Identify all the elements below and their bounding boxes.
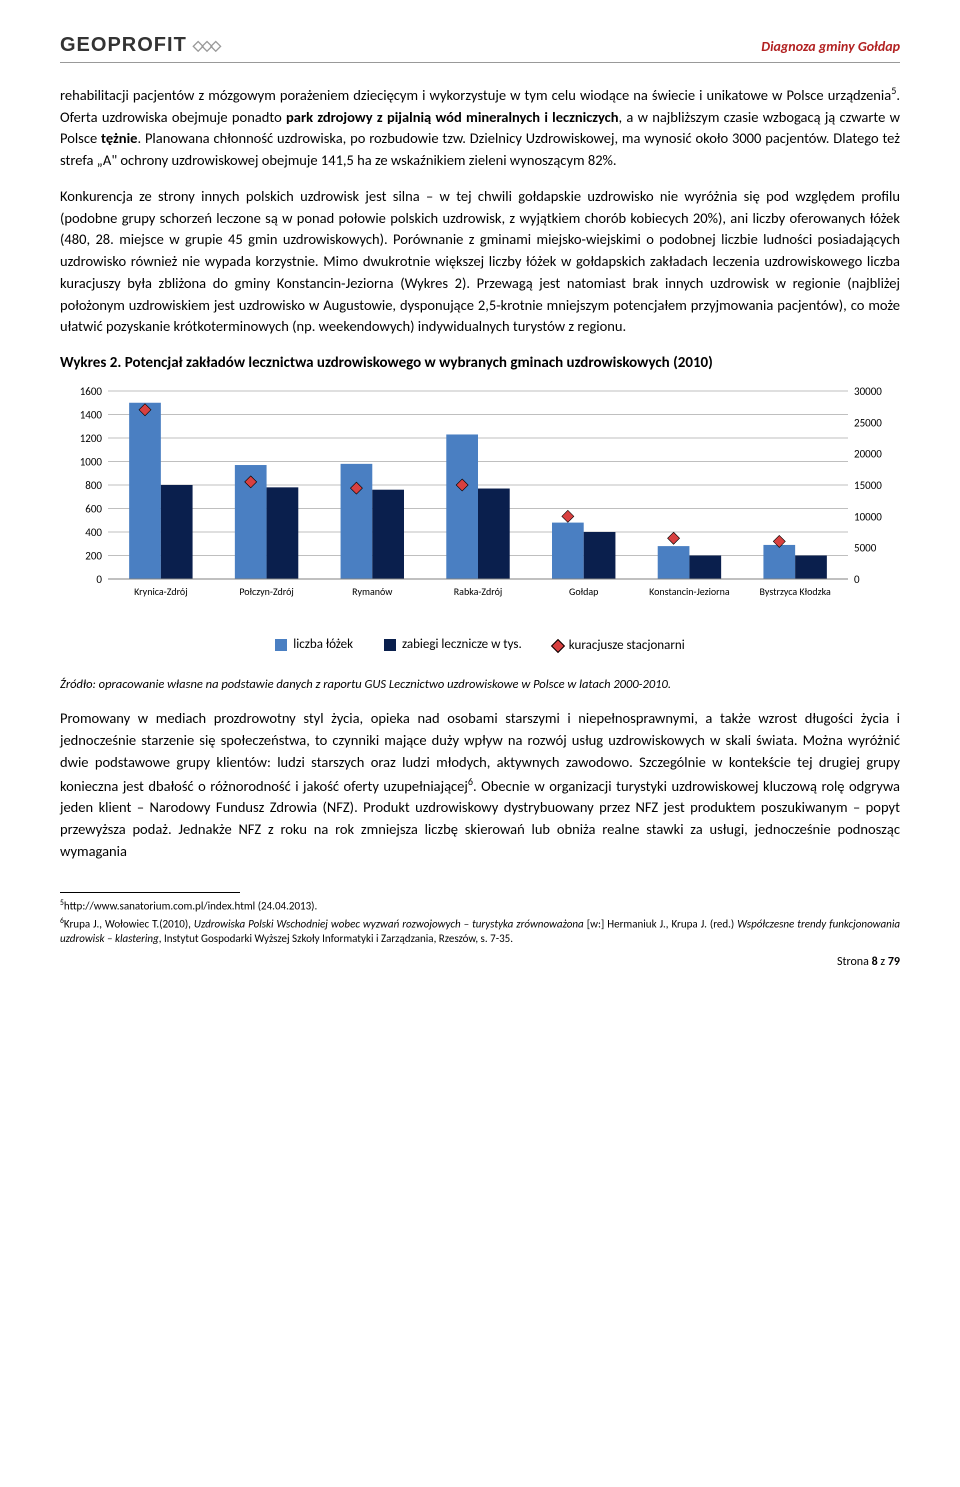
svg-text:1400: 1400 <box>80 408 103 421</box>
svg-text:Gołdap: Gołdap <box>569 585 598 598</box>
logo-mark-icon: ◇◇◇ <box>193 35 219 56</box>
svg-text:0: 0 <box>96 573 102 586</box>
paragraph-3: Promowany w mediach prozdrowotny styl ży… <box>60 708 900 862</box>
svg-text:1200: 1200 <box>80 432 103 445</box>
page-number: Strona 8 z 79 <box>60 953 900 971</box>
svg-text:Konstancin-Jeziorna: Konstancin-Jeziorna <box>649 585 730 598</box>
logo-text: GEOPROFIT <box>60 30 187 60</box>
svg-text:Rymanów: Rymanów <box>352 585 393 598</box>
page-header: GEOPROFIT ◇◇◇ Diagnoza gminy Gołdap <box>60 30 900 63</box>
svg-text:200: 200 <box>85 549 102 562</box>
legend-item-1: liczba łóżek <box>275 635 353 655</box>
chart-svg: 0 200 400 600 800 1000 1200 1400 1600 0 5000 10000 1… <box>60 385 900 605</box>
svg-text:25000: 25000 <box>854 416 882 429</box>
legend-diamond-icon <box>551 639 565 653</box>
header-title: Diagnoza gminy Gołdap <box>761 36 900 57</box>
svg-text:Połczyn-Zdrój: Połczyn-Zdrój <box>239 585 294 598</box>
legend-item-3: kuracjusze stacjonarni <box>553 636 685 656</box>
bar-chart: 0 200 400 600 800 1000 1200 1400 1600 0 5000 10000 1… <box>60 385 900 612</box>
svg-text:Bystrzyca Kłodzka: Bystrzyca Kłodzka <box>760 585 831 598</box>
legend-item-2: zabiegi lecznicze w tys. <box>384 635 522 655</box>
footnote-6: 6Krupa J., Wołowiec T.(2010), Uzdrowiska… <box>60 917 900 947</box>
chart-source: Źródło: opracowanie własne na podstawie … <box>60 676 900 695</box>
svg-text:10000: 10000 <box>854 510 882 523</box>
svg-text:5000: 5000 <box>854 541 877 554</box>
svg-text:15000: 15000 <box>854 479 882 492</box>
svg-text:1600: 1600 <box>80 385 103 398</box>
legend-swatch-1 <box>275 639 287 651</box>
svg-text:Krynica-Zdrój: Krynica-Zdrój <box>134 585 188 598</box>
logo: GEOPROFIT ◇◇◇ <box>60 30 219 60</box>
svg-text:1000: 1000 <box>80 455 103 468</box>
svg-text:600: 600 <box>85 502 102 515</box>
chart-legend: liczba łóżek zabiegi lecznicze w tys. ku… <box>60 635 900 657</box>
footnote-5: 5http://www.sanatorium.com.pl/index.html… <box>60 899 900 915</box>
footnote-separator <box>60 892 240 893</box>
paragraph-1: rehabilitacji pacjentów z mózgowym poraż… <box>60 83 900 172</box>
svg-text:20000: 20000 <box>854 447 882 460</box>
svg-text:0: 0 <box>854 573 860 586</box>
paragraph-2: Konkurencja ze strony innych polskich uz… <box>60 186 900 338</box>
chart-title: Wykres 2. Potencjał zakładów lecznictwa … <box>60 352 900 375</box>
svg-text:400: 400 <box>85 526 102 539</box>
legend-swatch-2 <box>384 639 396 651</box>
svg-text:800: 800 <box>85 479 102 492</box>
svg-text:30000: 30000 <box>854 385 882 398</box>
svg-text:Rabka-Zdrój: Rabka-Zdrój <box>454 585 503 598</box>
